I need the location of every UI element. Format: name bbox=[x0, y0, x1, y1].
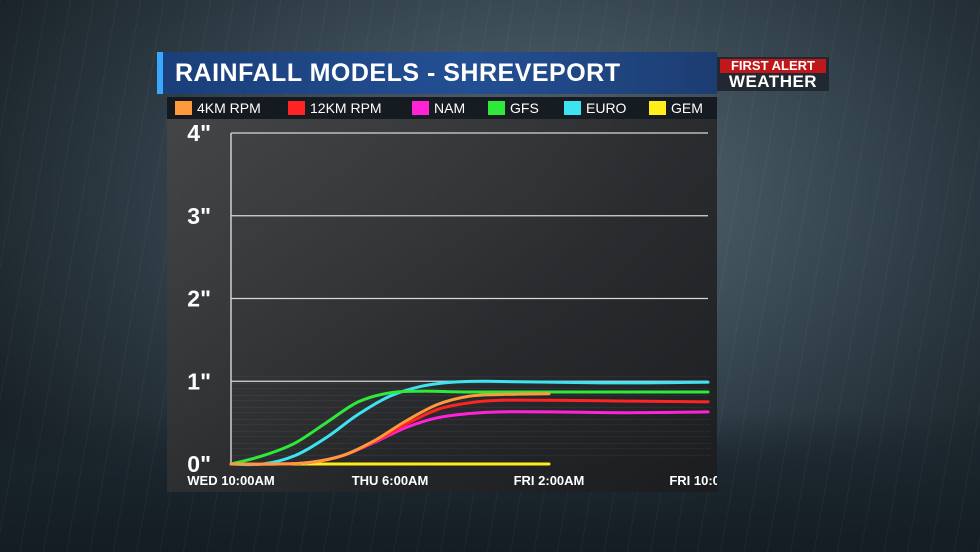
legend-swatch bbox=[175, 101, 192, 115]
series-line-gfs bbox=[229, 389, 710, 466]
wave-texture bbox=[230, 447, 712, 450]
chart-title: RAINFALL MODELS - SHREVEPORT bbox=[175, 59, 621, 87]
wave-texture bbox=[230, 387, 712, 390]
legend-label: GEM bbox=[671, 100, 703, 116]
x-tick-label: WED 10:00AM bbox=[187, 473, 274, 488]
wave-texture bbox=[230, 454, 712, 457]
x-tick-label: THU 6:00AM bbox=[352, 473, 429, 488]
legend-label: GFS bbox=[510, 100, 539, 116]
legend-swatch bbox=[412, 101, 429, 115]
y-tick-label: 4" bbox=[187, 120, 211, 146]
y-tick-label: 2" bbox=[187, 286, 211, 312]
rainfall-line-chart: 0" 1" 2" 3" 4" WED 10:00AM THU 6:00AM FRI 2:00A… bbox=[187, 120, 717, 488]
x-tick-label: FRI 2:00AM bbox=[514, 473, 585, 488]
wave-texture bbox=[230, 430, 712, 433]
legend-swatch bbox=[288, 101, 305, 115]
wave-texture bbox=[230, 406, 712, 409]
legend-label: 4KM RPM bbox=[197, 100, 261, 116]
legend-swatch bbox=[649, 101, 666, 115]
legend-swatch bbox=[488, 101, 505, 115]
y-tick-label: 1" bbox=[187, 368, 211, 394]
chart-legend: 4KM RPM 12KM RPM NAM GFS EURO GEM bbox=[167, 97, 717, 119]
wave-texture bbox=[230, 418, 712, 421]
y-tick-label: 3" bbox=[187, 203, 211, 229]
series-line-12km-rpm bbox=[229, 398, 710, 466]
wave-texture bbox=[230, 375, 712, 378]
x-tick-label: FRI 10:00PM bbox=[669, 473, 717, 488]
series-line-4km-rpm bbox=[229, 392, 551, 466]
wave-texture bbox=[230, 435, 712, 438]
logo-first-alert: FIRST ALERT bbox=[720, 59, 826, 73]
wave-texture bbox=[230, 423, 712, 426]
wave-texture bbox=[230, 442, 712, 445]
legend-label: NAM bbox=[434, 100, 466, 116]
legend-swatch bbox=[564, 101, 581, 115]
first-alert-weather-logo: FIRST ALERT WEATHER bbox=[717, 57, 829, 91]
legend-label: EURO bbox=[586, 100, 627, 116]
series-line-euro bbox=[229, 379, 710, 467]
logo-weather: WEATHER bbox=[728, 72, 818, 91]
title-bar: RAINFALL MODELS - SHREVEPORT bbox=[157, 52, 717, 94]
chart-panel: 0" 1" 2" 3" 4" WED 10:00AM THU 6:00AM FRI 2:00A… bbox=[167, 119, 717, 492]
legend-label: 12KM RPM bbox=[310, 100, 382, 116]
y-tick-label: 0" bbox=[187, 451, 211, 477]
